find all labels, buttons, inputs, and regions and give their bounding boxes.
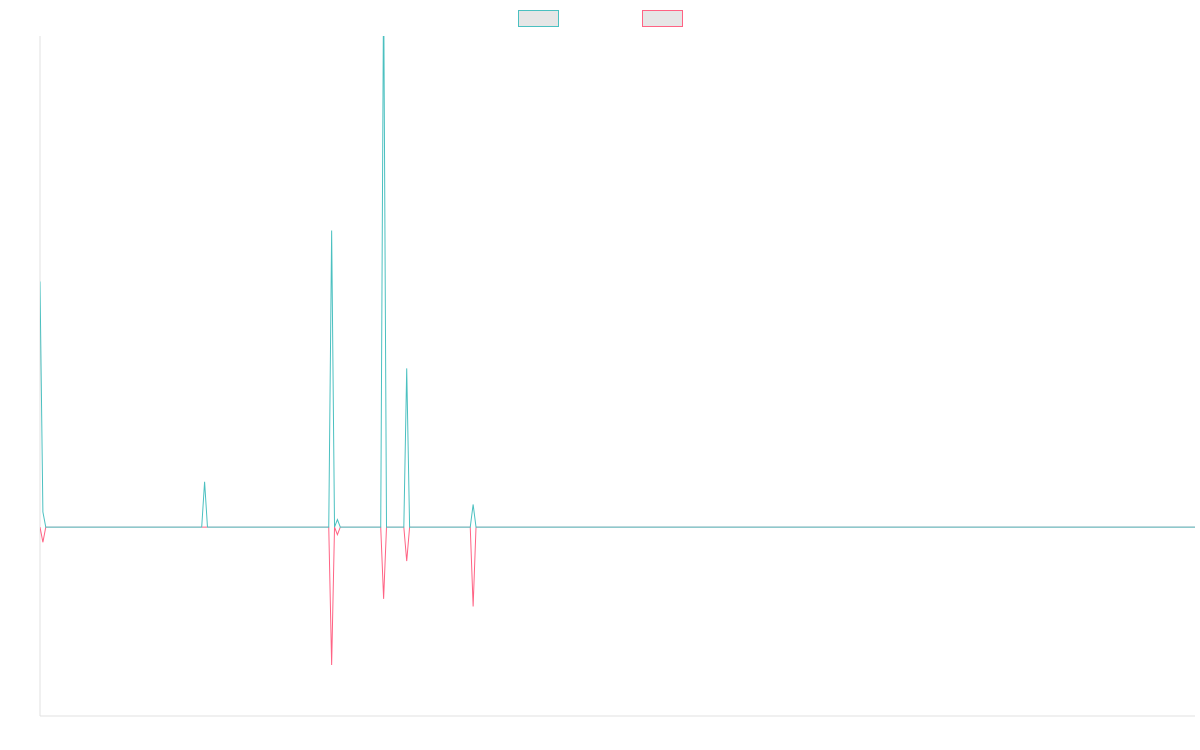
- series-line-2: [40, 526, 1195, 666]
- legend-swatch-1: [518, 10, 559, 27]
- plot-area: [39, 36, 1195, 717]
- series-line-1: [40, 36, 1195, 528]
- series-layer: [40, 36, 1195, 666]
- legend-swatch-2: [642, 10, 683, 27]
- legend-item-2[interactable]: [642, 10, 683, 27]
- legend: [518, 10, 683, 27]
- legend-item-1[interactable]: [518, 10, 559, 27]
